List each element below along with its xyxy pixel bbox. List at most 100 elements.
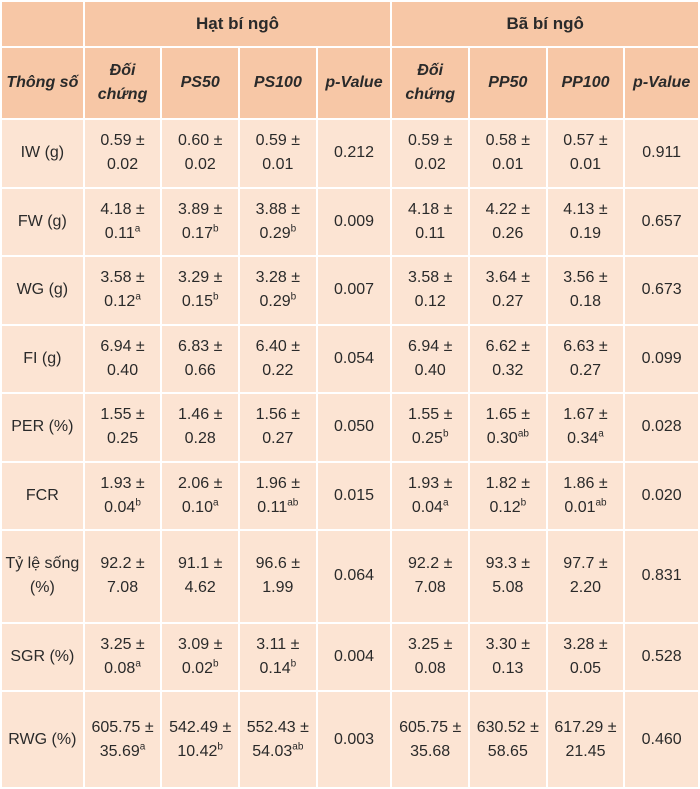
value-cell: 3.25 ± 0.08 [390, 621, 470, 693]
cell-mean: 1.82 ± [485, 474, 531, 492]
cell-mean: 96.6 ± [255, 555, 301, 573]
cell-sd-line: 54.03ab [242, 740, 314, 764]
cell-mean: 1.86 ± [563, 474, 608, 492]
cell-mean: 3.29 ± [178, 269, 223, 287]
cell-mean: 6.94 ± [407, 337, 453, 355]
cell-sd-line: 0.30ab [472, 427, 544, 451]
value-cell: 3.89 ± 0.17b [160, 186, 241, 257]
cell-sd-line: 1.99 [242, 576, 314, 600]
cell-mean: 0.050 [333, 418, 375, 436]
cell-mean: 630.52 ± [476, 718, 539, 736]
value-cell: 630.52 ± 58.65 [468, 690, 548, 789]
cell-mean: 1.96 ± [255, 474, 301, 492]
significance-superscript: a [135, 291, 141, 303]
value-cell: 4.13 ± 0.19 [545, 186, 626, 257]
cell-sd: 0.25 [411, 430, 443, 448]
cell-mean: 4.18 ± [100, 200, 145, 218]
col-header-parameter: Thông số [0, 46, 85, 120]
significance-superscript: ab [287, 497, 299, 509]
cell-sd: 7.08 [414, 579, 446, 597]
value-cell: 3.28 ± 0.29b [238, 255, 318, 326]
p-value-cell: 0.028 [623, 392, 700, 463]
cell-mean: 4.13 ± [563, 200, 608, 218]
value-cell: 93.3 ± 5.08 [468, 529, 548, 624]
table-body: IW (g) 0.59 ± 0.02 0.60 ± 0.02 0.59 ± 0.01 0.21… [0, 118, 700, 789]
significance-superscript: b [520, 497, 527, 509]
p-value-cell: 0.831 [623, 529, 700, 624]
cell-mean: 3.25 ± [407, 635, 453, 653]
cell-sd: 0.11 [415, 224, 446, 242]
cell-mean: 0.58 ± [485, 132, 531, 150]
cell-sd-line: 21.45 [550, 740, 622, 764]
cell-sd: 2.20 [569, 579, 602, 597]
cell-sd-line: 0.17b [164, 222, 236, 246]
row-parameter-label: IW (g) [0, 118, 85, 189]
cell-sd: 0.04 [411, 498, 443, 516]
cell-sd: 0.30 [486, 430, 518, 448]
cell-sd: 0.02 [106, 156, 139, 174]
value-cell: 97.7 ± 2.20 [545, 529, 626, 624]
significance-superscript: b [290, 658, 297, 670]
cell-sd: 0.01 [569, 156, 602, 174]
cell-mean: 3.89 ± [178, 200, 223, 218]
col-header-ps100: PS100 [238, 46, 318, 120]
value-cell: 6.40 ± 0.22 [238, 323, 318, 394]
cell-mean: 0.028 [641, 418, 682, 436]
p-value-cell: 0.007 [315, 255, 393, 326]
cell-mean: 3.56 ± [563, 269, 608, 287]
column-header-row: Thông số Đối chứng PS50 PS100 p-Value Đố… [0, 46, 700, 120]
cell-sd: 0.18 [569, 293, 602, 311]
cell-sd-line: 0.34a [550, 427, 622, 451]
value-cell: 0.60 ± 0.02 [160, 118, 241, 189]
cell-sd-line: 0.14b [242, 657, 314, 681]
cell-sd-line: 0.02 [164, 153, 236, 177]
cell-sd: 0.34 [567, 430, 599, 448]
value-cell: 91.1 ± 4.62 [160, 529, 241, 624]
cell-mean: 3.09 ± [178, 635, 223, 653]
cell-mean: 0.007 [333, 281, 375, 299]
cell-sd-line: 0.01ab [550, 496, 622, 520]
cell-mean: 4.22 ± [485, 200, 531, 218]
value-cell: 3.11 ± 0.14b [238, 621, 318, 693]
cell-sd: 0.19 [569, 224, 602, 242]
table-row: WG (g) 3.58 ±0.12a 3.29 ±0.15b 3.28 ±0.29b 0… [0, 255, 700, 326]
value-cell: 4.18 ± 0.11a [82, 186, 163, 257]
cell-sd-line: 0.29b [242, 290, 314, 314]
value-cell: 617.29 ± 21.45 [545, 690, 626, 789]
cell-sd: 0.15 [181, 293, 213, 311]
significance-superscript: b [290, 223, 297, 235]
empty-corner-cell [0, 0, 85, 48]
cell-sd: 35.69 [99, 742, 140, 760]
table-row: Tỷ lệ sống (%) 92.2 ± 7.08 91.1 ± 4.62 96.6 ±… [0, 529, 700, 624]
significance-superscript: ab [517, 428, 529, 440]
cell-mean: 0.911 [642, 144, 682, 162]
cell-mean: 97.7 ± [563, 555, 608, 573]
cell-sd-line: 0.32 [472, 359, 544, 383]
significance-superscript: b [135, 497, 141, 509]
value-cell: 605.75 ± 35.68 [390, 690, 470, 789]
cell-sd: 0.02 [181, 659, 213, 677]
cell-sd: 0.12 [489, 498, 521, 516]
cell-sd-line: 35.68 [394, 740, 466, 764]
col-header-pp50: PP50 [468, 46, 548, 120]
cell-sd-line: 0.04b [87, 496, 159, 520]
cell-sd-line: 4.62 [164, 576, 236, 600]
cell-mean: 605.75 ± [91, 718, 154, 736]
value-cell: 96.6 ± 1.99 [238, 529, 318, 624]
value-cell: 0.59 ± 0.02 [82, 118, 163, 189]
table-row: SGR (%) 3.25 ±0.08a 3.09 ±0.02b 3.11 ±0.14b… [0, 621, 700, 693]
p-value-cell: 0.657 [623, 186, 700, 257]
cell-mean: 0.57 ± [563, 132, 608, 150]
cell-mean: 6.63 ± [563, 337, 608, 355]
cell-sd-line: 35.69a [87, 740, 159, 764]
value-cell: 1.93 ± 0.04b [82, 460, 163, 531]
cell-mean: 0.003 [333, 730, 375, 748]
cell-sd-line: 0.25b [394, 427, 466, 451]
cell-sd-line: 0.12b [472, 496, 544, 520]
cell-sd: 0.27 [262, 430, 294, 448]
cell-mean: 6.62 ± [485, 337, 531, 355]
cell-sd-line: 0.10a [164, 496, 236, 520]
cell-sd: 0.40 [414, 361, 446, 379]
col-header-ps50: PS50 [160, 46, 241, 120]
cell-sd-line: 0.40 [394, 359, 466, 383]
